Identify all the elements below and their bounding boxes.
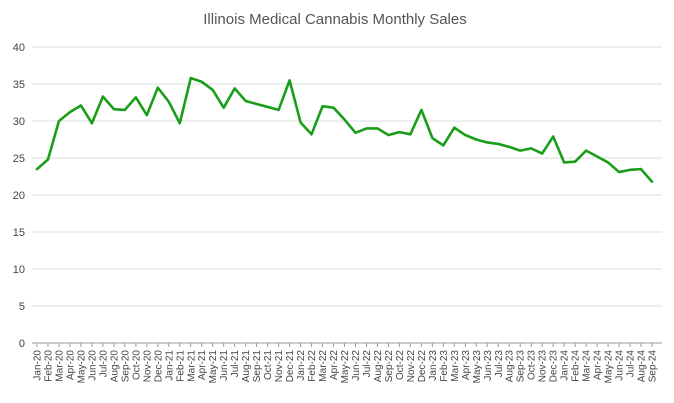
x-tick-label: Oct-21: [263, 350, 274, 380]
x-tick-label: Apr-24: [593, 350, 604, 380]
x-tick-label: Jun-20: [87, 350, 98, 381]
x-tick-label: Mar-20: [54, 350, 65, 382]
x-tick-label: Jun-22: [351, 350, 362, 381]
x-tick-label: Feb-21: [175, 350, 186, 382]
x-tick-label: Jun-21: [219, 350, 230, 381]
x-tick-label: Oct-20: [131, 350, 142, 380]
x-tick-label: Jan-22: [296, 350, 307, 381]
x-tick-label: May-23: [472, 350, 483, 384]
x-tick-label: Apr-22: [329, 350, 340, 380]
x-tick-label: Mar-22: [318, 350, 329, 382]
x-tick-label: Sep-24: [648, 350, 659, 383]
x-tick-label: Jun-24: [615, 350, 626, 381]
x-tick-label: Oct-23: [527, 350, 538, 380]
x-tick-label: Aug-24: [637, 350, 648, 383]
x-tick-label: Feb-22: [307, 350, 318, 382]
x-tick-label: Dec-22: [417, 350, 428, 383]
x-tick-label: Mar-23: [450, 350, 461, 382]
x-tick-label: Feb-24: [571, 350, 582, 382]
y-tick-label: 20: [13, 190, 25, 202]
x-tick-label: Mar-21: [186, 350, 197, 382]
x-tick-label: Dec-21: [285, 350, 296, 383]
x-tick-label: Jan-24: [560, 350, 571, 381]
y-tick-label: 0: [19, 338, 25, 350]
x-tick-label: Feb-20: [43, 350, 54, 382]
x-tick-label: Aug-20: [109, 350, 120, 383]
x-tick-label: May-21: [208, 350, 219, 384]
x-tick-label: Jun-23: [483, 350, 494, 381]
x-tick-label: Nov-21: [274, 350, 285, 383]
x-tick-label: Jul-22: [362, 350, 373, 378]
x-tick-label: Mar-24: [582, 350, 593, 382]
x-tick-label: Jan-23: [428, 350, 439, 381]
x-tick-label: Sep-21: [252, 350, 263, 383]
x-tick-label: Apr-23: [461, 350, 472, 380]
x-tick-label: Sep-20: [120, 350, 131, 383]
x-tick-label: Jan-20: [33, 350, 44, 381]
x-tick-label: Sep-23: [516, 350, 527, 383]
x-tick-label: Aug-21: [241, 350, 252, 383]
x-tick-label: Nov-23: [538, 350, 549, 383]
x-tick-label: Jan-21: [164, 350, 175, 381]
x-tick-label: Jul-24: [626, 350, 637, 378]
x-tick-label: Apr-21: [197, 350, 208, 380]
y-tick-label: 15: [13, 227, 25, 239]
x-tick-label: Apr-20: [65, 350, 76, 380]
x-tick-label: Oct-22: [395, 350, 406, 380]
x-tick-label: Jul-20: [98, 350, 109, 378]
x-tick-label: Feb-23: [439, 350, 450, 382]
x-tick-label: Aug-22: [373, 350, 384, 383]
chart-title: Illinois Medical Cannabis Monthly Sales: [203, 11, 466, 28]
grid-lines: [32, 46, 662, 307]
y-tick-label: 40: [13, 42, 25, 54]
x-tick-label: May-22: [340, 350, 351, 384]
sales-series-line: [35, 76, 654, 183]
x-tick-label: Nov-22: [406, 350, 417, 383]
x-tick-label: Aug-23: [505, 350, 516, 383]
y-tick-label: 35: [13, 79, 25, 91]
x-tick-label: Jul-23: [494, 350, 505, 378]
x-tick-label: Nov-20: [142, 350, 153, 383]
y-axis-ticks: 0 5 10 15 20 25 30 35 40: [13, 42, 25, 350]
y-tick-label: 25: [13, 153, 25, 165]
x-tick-label: Dec-23: [549, 350, 560, 383]
y-tick-label: 5: [19, 301, 25, 313]
x-tick-label: May-20: [76, 350, 87, 384]
x-tick-label: Dec-20: [153, 350, 164, 383]
x-tick-label: Jul-21: [230, 350, 241, 378]
y-tick-label: 30: [13, 116, 25, 128]
x-tick-label: Sep-22: [384, 350, 395, 383]
y-tick-label: 10: [13, 264, 25, 276]
x-tick-label: May-24: [604, 350, 615, 384]
x-axis-ticks: Jan-20 Feb-20 Mar-20 Apr-20 May-20 Jun-20 Jul-…: [33, 343, 659, 383]
